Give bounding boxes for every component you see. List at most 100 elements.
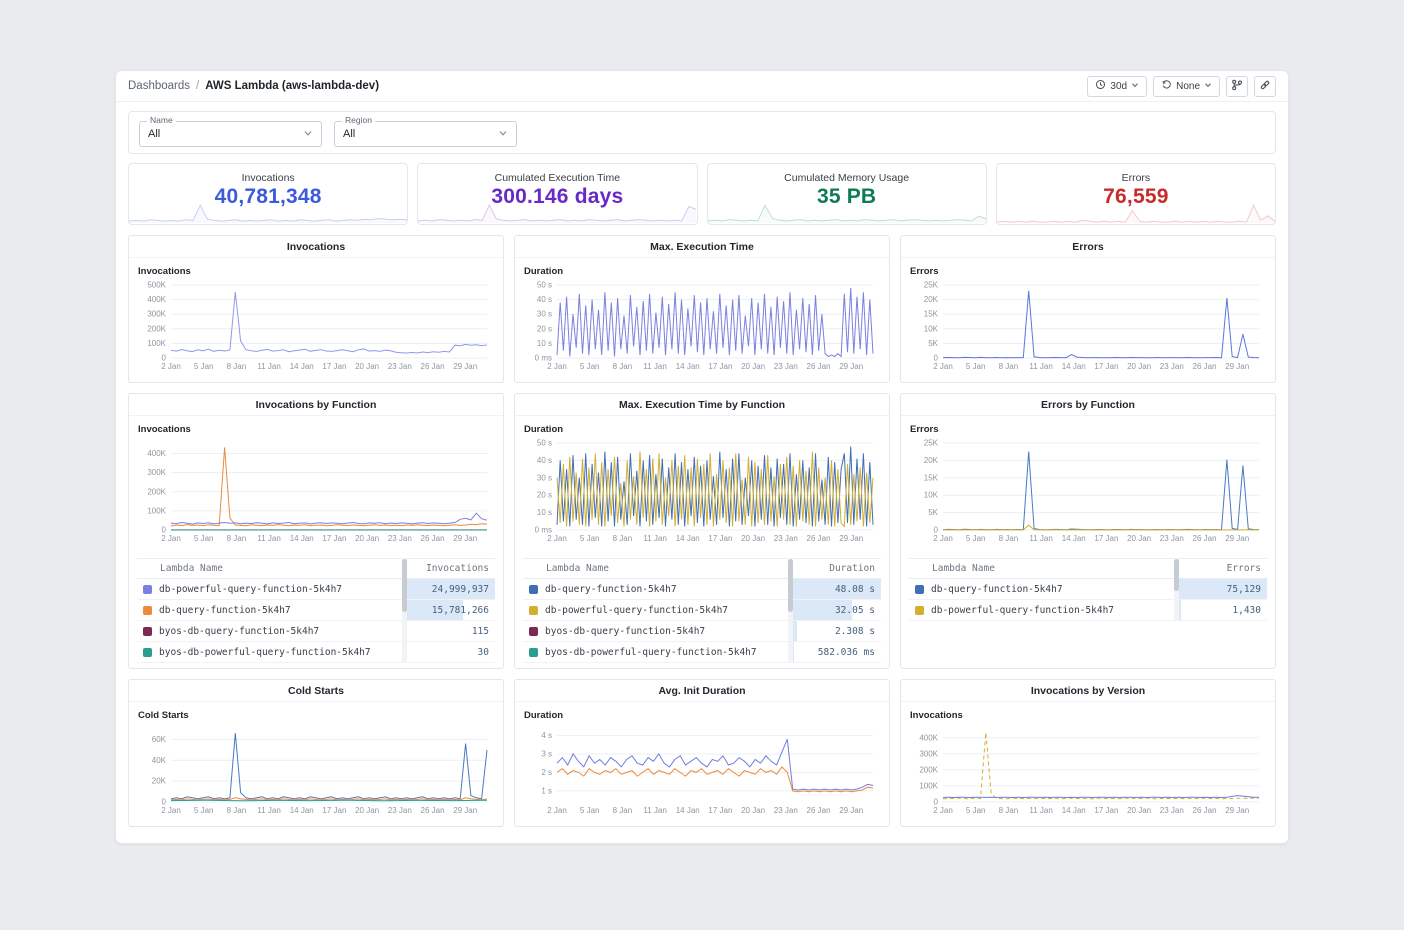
value-text: 32.05 s [834, 604, 875, 616]
value-cell: 2.308 s [793, 621, 881, 641]
table-header-name: Lambda Name [546, 563, 609, 574]
chart-max-execution-time: 0 ms 10 s 20 s 30 s 40 s 50 s 2 Jan 5 Jan 8 Jan 1… [523, 280, 881, 377]
svg-text:2 Jan: 2 Jan [933, 806, 953, 815]
breadcrumb-separator: / [196, 80, 200, 92]
table-scrollbar-thumb[interactable] [788, 559, 793, 612]
svg-text:17 Jan: 17 Jan [1094, 806, 1118, 815]
panel-title-invocations: Invocations [129, 236, 503, 258]
table-scrollbar-thumb[interactable] [1174, 559, 1179, 591]
lambda-name-cell: byos-db-powerful-query-function-5k4h7 [159, 646, 371, 658]
svg-text:300K: 300K [147, 468, 166, 477]
panel-cold-starts: Cold Starts Cold Starts 0 20K 40K 60K 2 Jan 5 J… [128, 679, 504, 827]
svg-text:4 s: 4 s [541, 731, 552, 740]
svg-text:0: 0 [934, 798, 939, 807]
svg-text:29 Jan: 29 Jan [453, 534, 477, 543]
kpi-title: Cumulated Memory Usage [784, 172, 910, 184]
region-filter-select[interactable]: Region All [334, 116, 517, 147]
table-header-value: Duration [829, 563, 875, 574]
svg-text:10 s: 10 s [537, 508, 552, 517]
panel-body-max-execution-time-by-function: Duration 0 ms 10 s 20 s 30 s 40 s 50 s 2 Jan 5 J… [515, 416, 889, 668]
svg-text:10K: 10K [924, 491, 939, 500]
chart-max-execution-time-by-function: 0 ms 10 s 20 s 30 s 40 s 50 s 2 Jan 5 Jan 8 Jan 1… [523, 438, 881, 549]
panel-body-errors: Errors 0 5K 10K 15K 20K 25K 2 Jan 5 Jan 8 Jan 11 J… [901, 258, 1275, 382]
kpi-value: 300.146 days [491, 185, 624, 208]
table-header: Lambda Name Errors [909, 558, 1267, 579]
svg-text:2 Jan: 2 Jan [933, 362, 953, 371]
svg-text:20 Jan: 20 Jan [741, 362, 765, 371]
svg-text:5 Jan: 5 Jan [194, 806, 214, 815]
panel-invocations: Invocations Invocations 0 100K 200K 300K 400K 5… [128, 235, 504, 383]
svg-text:0: 0 [934, 354, 939, 363]
time-range-button[interactable]: 30d [1087, 75, 1148, 97]
svg-text:40 s: 40 s [537, 456, 552, 465]
share-link-button[interactable] [1254, 75, 1276, 97]
svg-text:14 Jan: 14 Jan [676, 362, 700, 371]
svg-text:2 Jan: 2 Jan [161, 806, 181, 815]
svg-text:11 Jan: 11 Jan [1029, 362, 1052, 371]
table-header-value: Errors [1226, 563, 1261, 574]
svg-text:20 Jan: 20 Jan [355, 806, 379, 815]
svg-text:25K: 25K [924, 281, 939, 290]
svg-text:2 Jan: 2 Jan [547, 362, 567, 371]
table-row: byos-db-query-function-5k4h7 2.308 s [523, 621, 881, 642]
panel-invocations-by-function: Invocations by Function Invocations 0 100K 2… [128, 393, 504, 669]
svg-text:14 Jan: 14 Jan [676, 534, 700, 543]
axis-label-invocations: Invocations [138, 266, 191, 277]
chart-invocations-by-function: 0 100K 200K 300K 400K 2 Jan 5 Jan 8 Jan 11 Jan 14… [137, 438, 495, 549]
kpi-value: 40,781,348 [214, 185, 322, 208]
panel-title-avg-init-duration: Avg. Init Duration [515, 680, 889, 702]
svg-text:26 Jan: 26 Jan [807, 534, 831, 543]
kpi-value: 35 PB [816, 185, 877, 208]
auto-refresh-button[interactable]: None [1153, 75, 1220, 97]
value-data-bar [793, 621, 798, 641]
value-data-bar [793, 642, 795, 662]
svg-text:300K: 300K [147, 310, 166, 319]
svg-text:20 Jan: 20 Jan [355, 362, 379, 371]
svg-text:14 Jan: 14 Jan [290, 534, 314, 543]
svg-text:20 s: 20 s [537, 491, 552, 500]
svg-text:11 Jan: 11 Jan [643, 362, 666, 371]
svg-text:14 Jan: 14 Jan [290, 362, 314, 371]
value-cell: 75,129 [1179, 579, 1267, 599]
svg-text:29 Jan: 29 Jan [839, 806, 863, 815]
value-cell: 30 [407, 642, 495, 662]
errors-by-function-chart: 0 5K 10K 15K 20K 25K 2 Jan 5 Jan 8 Jan 11 Jan 14 J… [924, 439, 1260, 543]
value-cell: 15,781,266 [407, 600, 495, 620]
name-filter-label: Name [147, 116, 176, 125]
value-text: 15,781,266 [431, 604, 489, 616]
svg-text:14 Jan: 14 Jan [1062, 534, 1086, 543]
table-invocations-by-function: Lambda Name Invocations db-powerful-query-… [137, 558, 495, 663]
lambda-name-cell: byos-db-query-function-5k4h7 [545, 625, 706, 637]
svg-text:300K: 300K [919, 749, 938, 758]
svg-text:17 Jan: 17 Jan [708, 806, 732, 815]
table-row: byos-db-powerful-query-function-5k4h7 582… [523, 642, 881, 663]
value-cell: 32.05 s [793, 600, 881, 620]
svg-text:5 Jan: 5 Jan [194, 534, 214, 543]
svg-text:2 Jan: 2 Jan [933, 534, 953, 543]
svg-text:20K: 20K [924, 456, 939, 465]
svg-text:8 Jan: 8 Jan [999, 534, 1019, 543]
svg-text:26 Jan: 26 Jan [1193, 806, 1217, 815]
svg-text:29 Jan: 29 Jan [839, 362, 863, 371]
breadcrumb-dashboards-link[interactable]: Dashboards [128, 80, 191, 92]
svg-text:10K: 10K [924, 324, 939, 333]
table-header-value: Invocations [426, 563, 489, 574]
series-color-swatch [143, 626, 152, 636]
snapshots-button[interactable] [1226, 75, 1248, 97]
svg-text:11 Jan: 11 Jan [257, 806, 280, 815]
chevron-down-icon [498, 128, 508, 141]
table-scrollbar-thumb[interactable] [402, 559, 407, 612]
svg-text:26 Jan: 26 Jan [421, 534, 445, 543]
panel-title-max-execution-time-by-function: Max. Execution Time by Function [515, 394, 889, 416]
axis-label-max-execution-time-by-function: Duration [524, 424, 564, 435]
value-data-bar [793, 579, 881, 599]
svg-text:23 Jan: 23 Jan [388, 534, 412, 543]
axis-label-errors: Errors [910, 266, 939, 277]
svg-text:23 Jan: 23 Jan [388, 806, 412, 815]
value-cell: 115 [407, 621, 495, 641]
name-filter-select[interactable]: Name All [139, 116, 322, 147]
series-color-swatch [529, 584, 538, 594]
lambda-name-cell: db-query-function-5k4h7 [545, 583, 677, 595]
panel-max-execution-time-by-function: Max. Execution Time by Function Duration 0… [514, 393, 890, 669]
errors-chart: 0 5K 10K 15K 20K 25K 2 Jan 5 Jan 8 Jan 11 Jan 14 J… [924, 281, 1260, 371]
